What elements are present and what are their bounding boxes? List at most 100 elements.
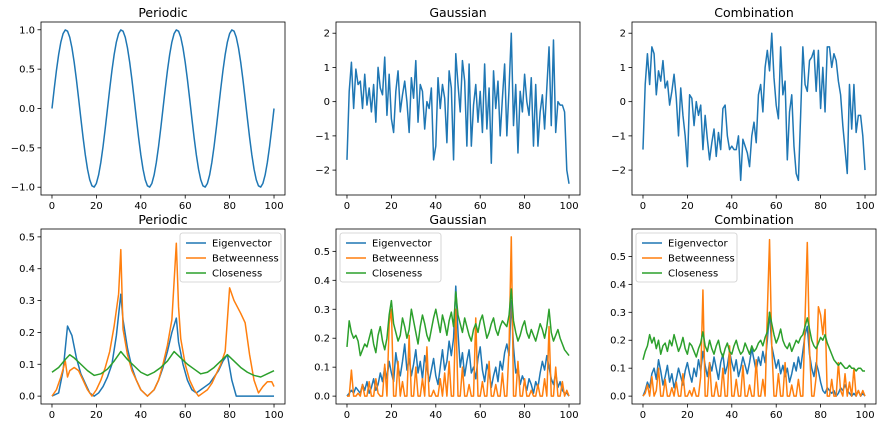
y-tick-label: 0.4 [610,280,626,291]
x-tick-label: 40 [429,410,442,421]
axes-frame [631,21,877,196]
x-tick-label: 20 [90,410,103,421]
y-tick-label: 0.4 [19,264,35,275]
subplot-title: Gaussian [429,212,486,227]
x-tick-label: 80 [814,201,827,212]
y-tick-label: 0.5 [19,65,35,76]
x-tick-label: 80 [814,410,827,421]
y-tick-label: 0.2 [314,334,330,345]
legend-label: Eigenvector [372,239,433,250]
y-tick-label: 0.0 [314,392,330,403]
subplot-3: Combination 0 20 40 60 80 100 −2 −1 0 1 2 [611,5,877,212]
subplot-2: Gaussian 0 20 40 60 80 100 −2 −1 0 1 2 [315,5,581,212]
x-tick-label: 100 [264,410,283,421]
y-tick-label: 0.5 [610,252,626,263]
x-tick-label: 0 [344,201,350,212]
x-tick-label: 0 [640,201,646,212]
x-tick-label: 40 [725,201,738,212]
legend-box [339,232,442,283]
y-tick-label: 0.0 [610,392,626,403]
axes-frame [335,21,581,196]
legend-box [179,232,282,283]
y-tick-label: −2 [611,166,626,177]
series-line-signal [642,32,866,182]
y-tick-label: −0.5 [11,143,35,154]
subplot-4: Periodic 0 20 40 60 80 100 0.0 0.1 0.2 0.3 0.4 0.5 Ei… [19,212,286,421]
x-tick-label: 20 [90,201,103,212]
y-tick-label: 0.1 [19,360,35,371]
series-line-betweenness [346,236,570,397]
x-tick-label: 60 [770,201,783,212]
x-tick-label: 0 [344,410,350,421]
x-tick-label: 20 [385,201,398,212]
x-tick-label: 100 [264,201,283,212]
series-line-signal [51,29,275,188]
x-tick-label: 0 [49,201,55,212]
x-tick-label: 80 [223,201,236,212]
x-tick-label: 80 [518,201,531,212]
x-tick-label: 60 [474,201,487,212]
y-tick-label: 0.1 [610,364,626,375]
subplot-title: Combination [714,5,794,20]
y-tick-label: 1 [324,63,330,74]
series-line-closeness [642,311,866,372]
x-tick-label: 100 [559,201,578,212]
x-tick-label: 80 [518,410,531,421]
y-tick-label: 0 [620,97,626,108]
y-tick-label: 1 [620,63,626,74]
legend-label: Closeness [668,269,718,280]
legend: Eigenvector Betweenness Closeness [339,232,442,283]
legend-label: Eigenvector [212,239,273,250]
x-tick-label: 0 [640,410,646,421]
x-tick-label: 60 [179,201,192,212]
legend-label: Betweenness [212,254,279,265]
x-tick-label: 60 [474,410,487,421]
y-tick-label: 0.4 [314,276,330,287]
y-tick-label: 0.3 [610,308,626,319]
y-tick-label: −1.0 [11,183,35,194]
legend-box [635,232,738,283]
subplot-5: Gaussian 0 20 40 60 80 100 0.0 0.1 0.2 0.3 0.4 0.5 Ei… [314,212,581,421]
axes-frame [40,228,286,405]
axes-frame [335,228,581,405]
y-tick-label: 0 [324,97,330,108]
series-line-eigenvector [51,293,275,397]
x-tick-label: 100 [855,201,874,212]
subplot-6: Combination 0 20 40 60 80 100 0.0 0.1 0.2 0.3 0.4 0.… [610,212,877,421]
y-tick-label: 0.1 [314,363,330,374]
legend-label: Closeness [372,269,422,280]
subplot-title: Periodic [138,5,187,20]
y-tick-label: 0.3 [314,305,330,316]
x-tick-label: 60 [179,410,192,421]
x-tick-label: 40 [725,410,738,421]
y-tick-label: −1 [315,131,330,142]
subplot-title: Combination [714,212,794,227]
y-tick-label: 0.2 [19,328,35,339]
y-tick-label: −2 [315,166,330,177]
x-tick-label: 40 [134,201,147,212]
x-tick-label: 20 [681,410,694,421]
legend-label: Betweenness [668,254,735,265]
y-tick-label: 0.0 [19,392,35,403]
x-tick-label: 40 [134,410,147,421]
legend-label: Eigenvector [668,239,729,250]
legend-label: Closeness [212,269,262,280]
series-line-eigenvector [642,311,866,397]
series-line-closeness [346,288,570,357]
legend: Eigenvector Betweenness Closeness [635,232,738,283]
x-tick-label: 40 [429,201,442,212]
axes-frame [631,228,877,405]
x-tick-label: 100 [559,410,578,421]
series-line-betweenness [642,238,866,397]
series-line-signal [346,32,570,184]
x-tick-label: 60 [770,410,783,421]
y-tick-label: 0.3 [19,296,35,307]
legend: Eigenvector Betweenness Closeness [179,232,282,283]
legend-label: Betweenness [372,254,439,265]
y-tick-label: 0.5 [314,247,330,258]
x-tick-label: 20 [681,201,694,212]
y-tick-label: −1 [611,131,626,142]
subplot-title: Periodic [138,212,187,227]
y-tick-label: 1.0 [19,25,35,36]
